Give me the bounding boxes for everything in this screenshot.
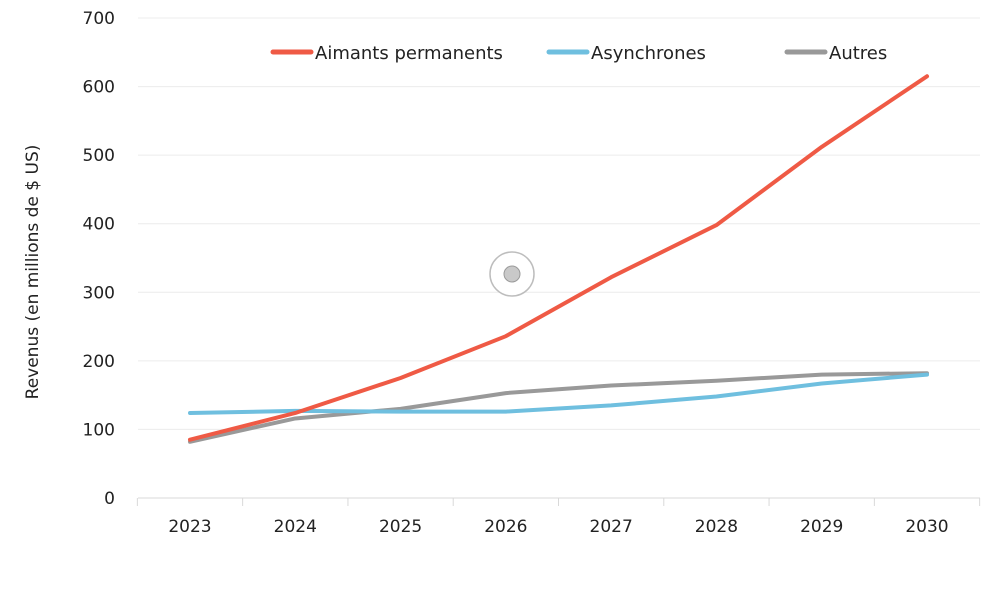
y-axis-title: Revenus (en millions de $ US) [23, 145, 43, 400]
y-tick-label: 300 [83, 283, 115, 303]
x-tick-label: 2025 [379, 517, 422, 537]
y-tick-label: 200 [83, 352, 115, 372]
x-tick-label: 2024 [274, 517, 317, 537]
y-tick-label: 600 [83, 78, 115, 98]
y-tick-label: 500 [83, 146, 115, 166]
x-axis-ticks: 2023 2024 2025 2026 2027 2028 2029 2030 [136, 498, 981, 537]
gridlines [138, 17, 980, 430]
record-indicator [489, 251, 535, 297]
y-tick-label: 400 [83, 215, 115, 235]
x-tick-label: 2028 [695, 517, 738, 537]
series-lines [188, 74, 929, 444]
series-line-aimants-permanents [188, 74, 929, 442]
y-tick-label: 0 [104, 489, 115, 509]
record-indicator-dot [503, 265, 521, 283]
legend-label: Autres [829, 43, 887, 64]
x-tick-label: 2026 [484, 517, 527, 537]
x-tick-label: 2029 [800, 517, 843, 537]
legend-label: Asynchrones [591, 43, 706, 64]
series-line-autres [188, 371, 929, 444]
x-tick-label: 2023 [168, 517, 211, 537]
y-tick-label: 100 [83, 420, 115, 440]
legend-label: Aimants permanents [315, 43, 503, 64]
y-axis-ticks: 0 100 200 300 400 500 600 700 [83, 9, 115, 509]
series-line-asynchrones [188, 372, 929, 415]
legend: Aimants permanents Asynchrones Autres [270, 43, 887, 64]
y-tick-label: 700 [83, 9, 115, 29]
x-tick-label: 2027 [590, 517, 633, 537]
x-tick-label: 2030 [905, 517, 948, 537]
